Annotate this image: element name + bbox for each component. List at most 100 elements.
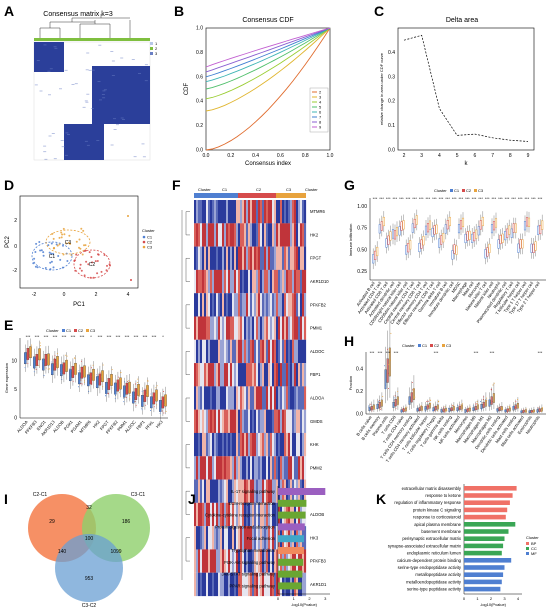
heatmap-cell (282, 246, 285, 270)
heatmap-cell (256, 316, 259, 340)
expr-sig-mark: *** (107, 334, 112, 339)
expr-point (60, 363, 62, 365)
fraction-box (480, 404, 483, 410)
heatmap-cell (294, 246, 297, 270)
immune-box (418, 242, 421, 253)
heatmap-cell (286, 386, 289, 410)
expr-point (147, 380, 149, 382)
heatmap-cell (290, 223, 293, 247)
immune-box (422, 236, 425, 246)
expr-point (134, 401, 136, 402)
immune-sig-mark: *** (386, 196, 391, 201)
immune-sig-mark: *** (524, 196, 529, 201)
go-legend-title: Cluster (526, 535, 539, 540)
heatmap-cell (212, 572, 215, 597)
heatmap-cell (300, 363, 303, 387)
heatmap-cell (216, 269, 219, 294)
expr-box (65, 360, 68, 372)
heatmap-cell (228, 293, 231, 317)
expr-point (75, 374, 77, 376)
delta-area-line (403, 34, 529, 142)
fraction-point (523, 410, 525, 412)
expr-point (102, 364, 104, 366)
heatmap-cell (200, 363, 203, 387)
heatmap-cell (230, 409, 233, 434)
fraction-point (515, 400, 517, 402)
heatmap-cell (250, 386, 253, 410)
pca-point-c2 (97, 253, 100, 256)
heatmap-gene-label: FPGT (310, 256, 322, 261)
heatmap-cell (202, 526, 205, 550)
fraction-point (411, 392, 413, 394)
heatmap-cell (298, 293, 301, 317)
pca-point-c3 (80, 227, 83, 230)
panel-f-letter: F (172, 177, 181, 193)
venn-value-all: 100 (85, 536, 94, 542)
expr-point (101, 376, 103, 378)
heatmap-cell (218, 526, 221, 550)
heatmap-cell (280, 316, 283, 340)
heatmap-cell (300, 432, 303, 457)
heatmap-cell (212, 526, 215, 550)
heatmap-cell (232, 456, 235, 480)
heatmap-cell (264, 363, 267, 387)
matrix-noise (133, 156, 137, 158)
immune-box (473, 232, 476, 242)
heatmap-cell (292, 223, 295, 247)
expr-point (84, 381, 85, 383)
heatmap-cell (276, 386, 279, 410)
heatmap-cell (208, 339, 211, 364)
fraction-point (491, 401, 493, 403)
heatmap-cell (286, 456, 289, 480)
heatmap-cell (210, 456, 213, 480)
immune-box (451, 250, 454, 260)
heatmap-cell (246, 526, 249, 550)
c1-ellipse (31, 241, 73, 271)
heatmap-cell (238, 386, 241, 410)
expr-point (154, 399, 155, 401)
go-x-tick: 3 (503, 596, 506, 601)
heatmap-cell (272, 293, 275, 317)
heatmap-cell (246, 246, 249, 270)
expr-point (29, 352, 31, 354)
fraction-sig-mark: *** (490, 350, 495, 355)
pca-y-label: PC2 (5, 236, 11, 248)
expr-legend-title: Cluster (46, 328, 59, 333)
expr-box (35, 354, 39, 366)
expr-point (74, 358, 76, 360)
expr-point (92, 364, 94, 366)
heatmap-cell (194, 549, 197, 573)
cdf-legend-label: 3 (319, 95, 322, 100)
heatmap-cell (276, 572, 279, 597)
heatmap-cell (260, 316, 263, 340)
heatmap-bar-c1 (194, 193, 238, 198)
fraction-box (444, 407, 447, 412)
heatmap-cell (292, 293, 295, 317)
delta-x-tick: 7 (491, 153, 494, 159)
heatmap-cell (244, 409, 247, 434)
fraction-box (386, 358, 389, 383)
expr-point (138, 395, 140, 397)
heatmap-gene-label: PFKFB2 (310, 302, 326, 307)
heatmap-cell (224, 269, 227, 294)
heatmap-cell (284, 246, 287, 270)
heatmap-cell (226, 526, 229, 550)
immune-box (431, 227, 434, 238)
heatmap-cell (230, 316, 233, 340)
heatmap-cell (254, 269, 257, 294)
expr-box (161, 396, 165, 409)
fraction-point (368, 405, 370, 407)
heatmap-cell (256, 572, 259, 597)
fraction-point (461, 409, 463, 411)
heatmap-cell (206, 246, 209, 270)
fraction-point (532, 411, 534, 413)
fraction-point (507, 408, 509, 410)
fraction-box (474, 405, 477, 411)
heatmap-cell (254, 526, 257, 550)
heatmap-cell (262, 502, 265, 527)
expr-point (153, 392, 155, 394)
expr-box (146, 385, 149, 397)
cdf-x-ticks: 0.0 0.2 0.4 0.6 0.8 1.0 (203, 153, 334, 159)
expr-point (72, 380, 74, 382)
expr-legend-c3: C3 (90, 328, 96, 333)
